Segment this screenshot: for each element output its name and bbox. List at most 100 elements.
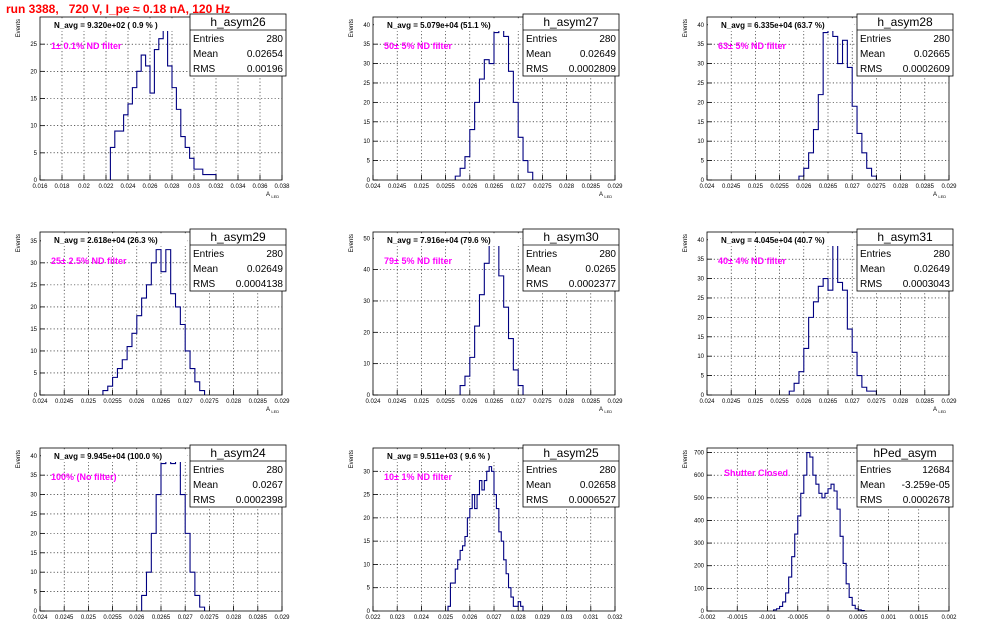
stats-value: 0.0267 [252,480,283,491]
stats-label: RMS [193,495,216,506]
stats-label: Mean [526,264,551,275]
filter-label: 1± 0.1% ND filter [51,41,122,51]
x-tick-label: -0.001 [759,615,777,621]
filter-label: 79± 5% ND filter [384,256,452,266]
y-tick-label: 20 [30,531,37,537]
y-tick-label: 30 [363,62,370,68]
x-tick-label: 0.029 [941,184,957,190]
x-tick-label: 0.028 [226,615,242,621]
histogram-bars [798,24,877,180]
y-tick-label: 25 [363,493,370,499]
x-tick-label: 0.024 [120,184,136,190]
y-tick-label: 0 [34,178,38,184]
stats-box [189,228,287,292]
stats-value: 0.02654 [247,49,284,60]
x-tick-label: 0.0265 [819,399,838,405]
x-tick-label: 0.0255 [436,184,455,190]
x-tick-label: 0.0275 [867,184,886,190]
x-tick-label: 0.028 [893,399,909,405]
histogram-panel-h_asym27: 0.024 0.0245 0.025 0.0255 0.026 0.0265 0.027 0.… [349,13,623,199]
stats-label: Mean [860,264,885,275]
x-tick-label: 0.028 [893,184,909,190]
stats-value: 280 [266,249,283,260]
y-tick-label: 30 [697,62,704,68]
stats-title: h_asym25 [543,446,599,460]
stats-label: RMS [860,495,883,506]
x-tick-label: 0.03 [561,615,573,621]
stats-label: RMS [526,495,549,506]
y-tick-label: 20 [30,69,37,75]
x-axis-title: A LED [933,407,946,414]
y-tick-label: 5 [367,159,371,165]
x-tick-label: 0.0245 [55,399,74,405]
stats-title: h_asym30 [543,230,599,244]
stats-label: RMS [860,64,883,75]
x-tick-label: 0.0265 [485,184,504,190]
y-tick-label: 35 [697,42,704,48]
stats-label: Entries [193,249,224,260]
x-tick-label: 0.027 [486,615,502,621]
y-axis-title: Events [16,234,22,252]
x-tick-label: 0.03 [188,184,200,190]
stats-label: Entries [526,249,557,260]
x-tick-label: 0.028 [559,399,575,405]
x-tick-label: 0.029 [274,399,290,405]
x-tick-label: 0.016 [32,184,48,190]
x-tick-label: 0.029 [274,615,290,621]
y-tick-label: 20 [697,100,704,106]
filter-label: 25± 2.5% ND filter [51,256,127,266]
y-tick-label: 5 [34,151,38,157]
navg-text: N_avg = 2.618e+04 (26.3 %) [54,236,158,245]
x-tick-label: 0.025 [438,615,454,621]
y-tick-label: 25 [363,81,370,87]
y-tick-label: 25 [30,283,37,289]
x-tick-label: 0.038 [274,184,290,190]
stats-label: RMS [193,64,216,75]
x-tick-label: 0.0285 [916,399,935,405]
y-tick-label: 35 [697,257,704,263]
y-tick-label: 40 [697,238,704,244]
stats-box [522,228,620,292]
y-tick-label: 10 [363,139,370,145]
x-tick-label: 0.0265 [152,399,171,405]
x-tick-label: 0.027 [845,184,861,190]
y-tick-label: 0 [34,393,38,399]
x-axis-title: A LED [266,192,279,199]
y-tick-label: 10 [363,362,370,368]
y-tick-label: 10 [697,354,704,360]
x-tick-label: 0.027 [845,399,861,405]
y-axis-title: Events [349,450,355,468]
stats-label: Mean [193,264,218,275]
y-tick-label: 0 [367,393,371,399]
navg-box [374,19,520,31]
x-tick-label: 0.018 [54,184,70,190]
y-tick-label: 30 [363,299,370,305]
filter-label: 100% (No filter) [51,472,117,482]
y-tick-label: 0 [367,609,371,615]
stats-label: Mean [193,480,218,491]
y-tick-label: 40 [697,23,704,29]
x-tick-label: 0.0285 [249,399,268,405]
x-tick-label: 0.025 [414,399,430,405]
navg-box [708,19,854,31]
x-tick-label: 0.0255 [770,184,789,190]
y-tick-label: 15 [363,539,370,545]
y-tick-label: 15 [30,97,37,103]
y-tick-label: 0 [701,393,705,399]
stats-value: 0.02649 [247,264,284,275]
y-tick-label: 15 [697,335,704,341]
stats-value: 0.0004138 [236,279,284,290]
x-axis-title: A LED [933,192,946,199]
navg-text: N_avg = 9.320e+02 ( 0.9 % ) [54,21,158,30]
histogram-panel-h_asym28: 0.024 0.0245 0.025 0.0255 0.026 0.0265 0.027 0.… [683,13,957,199]
y-tick-label: 300 [694,541,705,547]
x-tick-label: 0.025 [748,399,764,405]
y-tick-label: 40 [30,454,37,460]
y-tick-label: 35 [363,42,370,48]
filter-label: 50± 5% ND filter [384,41,452,51]
stats-label: RMS [526,64,549,75]
histogram-panel-h_asym25: 0.022 0.023 0.024 0.025 0.026 0.027 0.028 0.029… [349,444,623,621]
y-tick-label: 30 [30,493,37,499]
x-tick-label: 0.0285 [582,399,601,405]
